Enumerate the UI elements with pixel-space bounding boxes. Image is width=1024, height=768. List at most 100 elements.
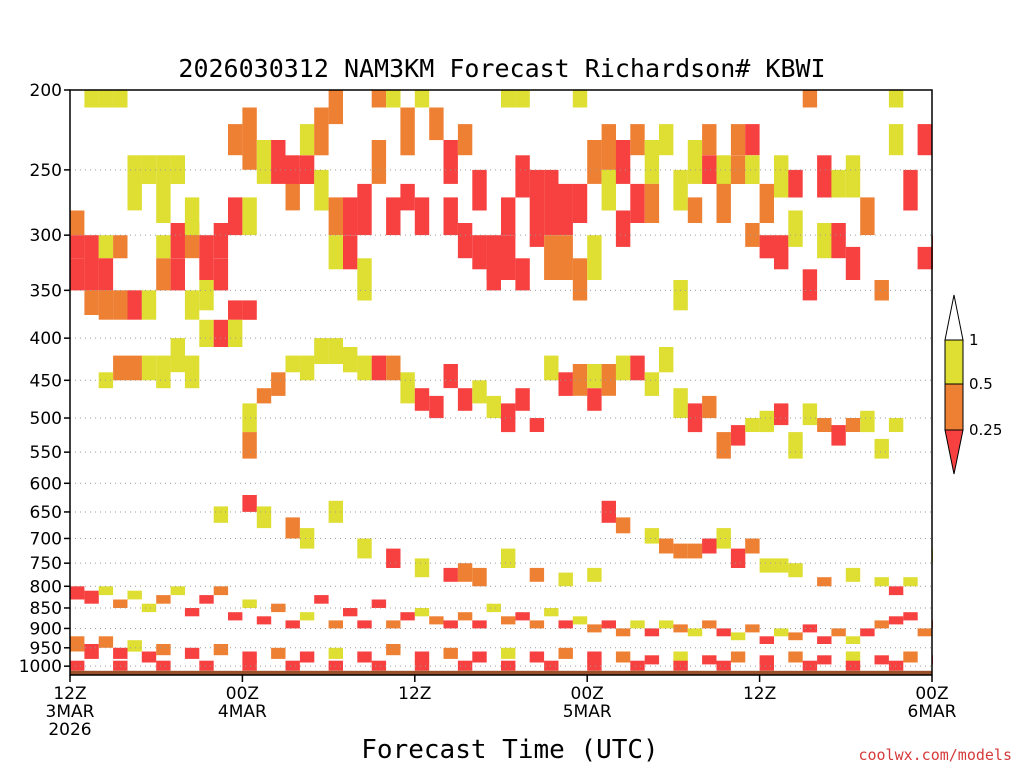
ri-cell [673, 280, 688, 311]
ri-cell [184, 290, 200, 320]
ri-cell [831, 223, 846, 259]
ri-cell [371, 355, 387, 381]
ri-cell [802, 660, 818, 671]
ri-cell [759, 660, 774, 671]
ri-cell [127, 290, 142, 320]
ri-cell [788, 632, 803, 641]
ri-cell [70, 660, 85, 671]
ri-cell [903, 577, 918, 587]
ri-cell [328, 197, 343, 236]
ri-cell [213, 319, 229, 347]
ri-cell [802, 90, 818, 108]
ri-cell [357, 355, 372, 381]
ri-cell [501, 90, 516, 108]
ri-cell [357, 620, 372, 629]
ri-cell [299, 155, 315, 184]
ri-cell [501, 548, 516, 568]
ri-cell [802, 624, 818, 633]
ri-cell [328, 235, 343, 270]
ri-cell [170, 258, 185, 291]
ri-cell [673, 169, 688, 211]
ri-cell [343, 608, 358, 617]
ri-cell [371, 660, 387, 671]
ri-cell [501, 660, 516, 671]
ri-cell [443, 620, 458, 629]
y-tick-label: 700 [30, 529, 62, 549]
ri-cell [860, 410, 875, 433]
ri-cell [184, 355, 200, 389]
ri-cell [285, 517, 300, 539]
ground-layer [70, 670, 932, 675]
ri-cell [213, 506, 229, 523]
ri-cell [817, 577, 832, 587]
ri-cell [601, 500, 616, 523]
ri-cell [414, 558, 430, 578]
ri-cell [414, 651, 430, 663]
ri-cell [817, 655, 832, 665]
ri-cell [285, 355, 300, 373]
ri-cell [544, 660, 559, 671]
credit-text: coolwx.com/models [858, 746, 1012, 764]
ri-cell [400, 107, 415, 156]
legend-label: 1 [969, 331, 979, 349]
ri-cell [357, 651, 372, 663]
ri-cell [386, 355, 401, 381]
ri-cell [501, 197, 516, 236]
ri-cell [472, 235, 487, 270]
ri-cell [702, 620, 717, 629]
ri-cell [70, 586, 85, 600]
ri-cell [156, 595, 171, 604]
ri-cell [644, 183, 660, 223]
ri-cell [817, 418, 832, 432]
ri-cell [917, 124, 932, 156]
ri-cell [587, 624, 602, 633]
y-tick-label: 650 [30, 503, 62, 523]
ri-cell [860, 628, 875, 637]
ri-cell [141, 603, 157, 613]
ri-cell [759, 183, 774, 223]
ri-cell [314, 595, 329, 604]
ri-cell [357, 183, 372, 236]
ri-cell [156, 660, 171, 671]
x-tick-label: 12Z [743, 684, 776, 704]
ri-cell [414, 608, 430, 617]
ri-cell [400, 612, 415, 621]
ri-cell [716, 528, 731, 549]
ri-cell [84, 590, 99, 604]
ri-cell [414, 90, 430, 108]
ri-cell [242, 495, 257, 512]
ri-cell [98, 235, 114, 259]
ri-cell [443, 567, 458, 582]
ri-cell [271, 140, 286, 184]
ri-cell [774, 403, 789, 426]
ri-cell [141, 355, 157, 381]
ri-cell [888, 124, 904, 156]
ri-cell [529, 651, 545, 663]
ri-cell [644, 140, 660, 184]
ri-cell [702, 395, 717, 419]
ri-cell [558, 372, 573, 396]
ri-cell [170, 338, 185, 373]
ri-cell [802, 403, 818, 426]
ri-cell [271, 372, 286, 396]
ri-cell [70, 258, 85, 291]
ri-cell [299, 124, 315, 156]
ri-cell [486, 395, 501, 419]
ri-cell [256, 506, 272, 529]
ri-cell [98, 586, 114, 596]
ri-cell [888, 660, 904, 671]
y-tick-label: 900 [30, 619, 62, 639]
ri-cell [443, 647, 458, 659]
ri-cell [242, 651, 257, 663]
ri-cell [774, 235, 789, 270]
ri-cell [242, 403, 257, 433]
ri-cell [443, 197, 458, 236]
ri-cell [299, 651, 315, 663]
ri-cell [687, 140, 703, 184]
ri-cell [644, 628, 660, 637]
ri-cell [328, 620, 343, 629]
ri-cell [615, 651, 631, 663]
ri-cell [788, 169, 803, 198]
ri-cell [156, 644, 171, 656]
